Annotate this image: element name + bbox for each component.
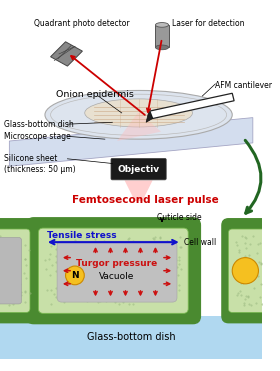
- Text: Cuticle side: Cuticle side: [157, 213, 202, 222]
- FancyBboxPatch shape: [222, 219, 280, 323]
- Text: AFM cantilever: AFM cantilever: [215, 81, 272, 90]
- Text: Tensile stress: Tensile stress: [47, 231, 116, 240]
- Ellipse shape: [45, 91, 232, 139]
- Ellipse shape: [155, 23, 169, 27]
- Text: Cell wall: Cell wall: [184, 238, 216, 247]
- Text: N: N: [71, 271, 79, 280]
- Text: Microscope stage: Microscope stage: [4, 132, 71, 141]
- Polygon shape: [150, 93, 234, 119]
- Polygon shape: [117, 113, 161, 141]
- Ellipse shape: [85, 99, 192, 127]
- FancyBboxPatch shape: [0, 219, 40, 323]
- FancyBboxPatch shape: [0, 229, 30, 312]
- FancyBboxPatch shape: [57, 241, 177, 302]
- Text: Glass-bottom dish: Glass-bottom dish: [87, 332, 175, 342]
- Circle shape: [232, 257, 258, 284]
- Circle shape: [66, 266, 84, 285]
- Text: Femtosecond laser pulse: Femtosecond laser pulse: [72, 196, 218, 205]
- Text: Silicone sheet
(thickness: 50 μm): Silicone sheet (thickness: 50 μm): [4, 154, 75, 174]
- Text: Turgor pressure: Turgor pressure: [76, 259, 158, 268]
- FancyBboxPatch shape: [38, 228, 188, 313]
- FancyBboxPatch shape: [0, 237, 22, 304]
- Polygon shape: [125, 180, 153, 201]
- Polygon shape: [51, 42, 82, 66]
- FancyBboxPatch shape: [26, 218, 200, 324]
- Text: Vacuole: Vacuole: [99, 272, 135, 281]
- Text: Glass-bottom dish: Glass-bottom dish: [4, 120, 73, 129]
- FancyBboxPatch shape: [228, 229, 272, 312]
- Text: Laser for detection: Laser for detection: [172, 19, 244, 28]
- Ellipse shape: [155, 45, 169, 50]
- FancyBboxPatch shape: [111, 158, 166, 180]
- Text: Onion epidermis: Onion epidermis: [56, 89, 134, 99]
- Bar: [0, 316, 262, 359]
- Polygon shape: [146, 111, 153, 122]
- Bar: [155, 25, 169, 47]
- Polygon shape: [9, 118, 253, 166]
- Text: Objectiv: Objectiv: [118, 165, 160, 174]
- Text: Quadrant photo detector: Quadrant photo detector: [34, 19, 129, 28]
